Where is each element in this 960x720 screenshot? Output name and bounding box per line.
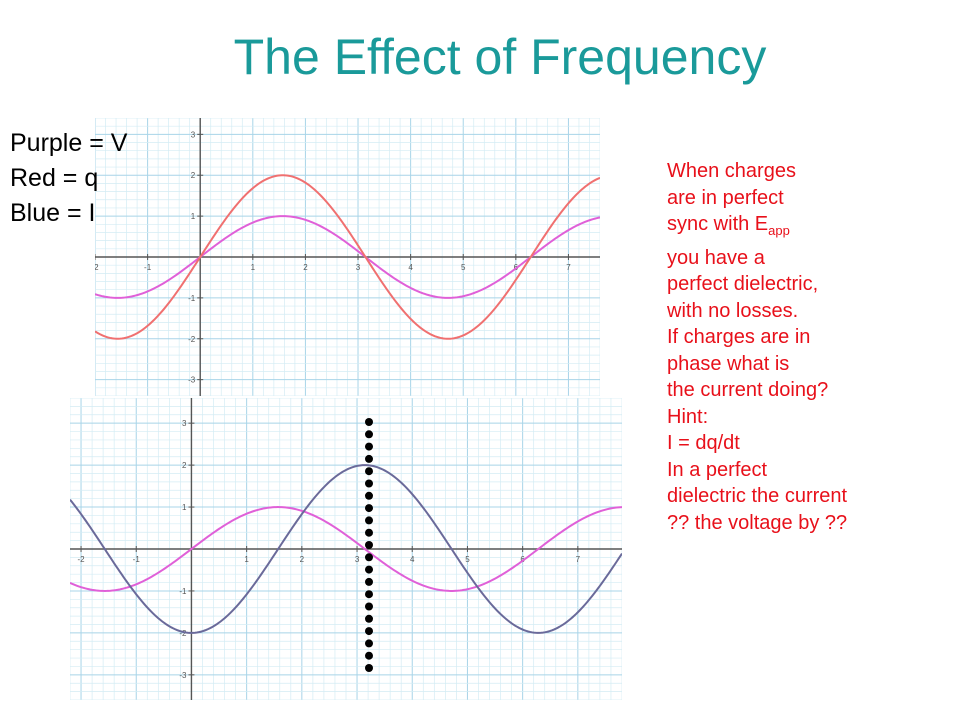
legend-charge: Red = q <box>10 164 99 192</box>
subscript-app: app <box>768 223 790 238</box>
x-tick-label: -2 <box>95 263 99 272</box>
marker-dot <box>365 491 373 500</box>
marker-dot <box>365 442 373 451</box>
explanation-line: phase what is <box>667 352 790 375</box>
marker-dot <box>365 614 373 623</box>
x-tick-label: -1 <box>144 263 152 272</box>
series-line-V <box>70 506 622 592</box>
marker-dot <box>365 627 373 636</box>
y-tick-label: 3 <box>182 419 187 428</box>
x-tick-label: 1 <box>251 263 256 272</box>
x-tick-label: 4 <box>410 555 415 564</box>
y-tick-label: -2 <box>188 335 196 344</box>
x-tick-label: 2 <box>303 263 308 272</box>
y-tick-label: -3 <box>188 376 196 385</box>
marker-dot <box>365 454 373 463</box>
explanation-line: with no losses. <box>667 299 799 322</box>
series-line-I <box>70 464 622 634</box>
y-tick-label: -1 <box>188 294 196 303</box>
marker-dot <box>365 553 373 562</box>
marker-dot <box>365 504 373 513</box>
explanation-line: I = dq/dt <box>667 432 740 454</box>
y-tick-label: 3 <box>191 130 196 139</box>
legend-voltage: Purple = V <box>10 129 128 157</box>
marker-dot <box>365 479 373 488</box>
y-tick-label: 1 <box>191 212 196 221</box>
x-tick-label: 5 <box>465 555 470 564</box>
series-line-q <box>95 174 600 340</box>
explanation-line: the current doing? <box>667 379 829 401</box>
x-tick-label: 7 <box>566 263 571 272</box>
marker-dot <box>365 651 373 660</box>
marker-dot <box>365 602 373 611</box>
x-tick-label: 7 <box>576 555 581 564</box>
x-tick-label: 4 <box>408 263 413 272</box>
explanation-line: When charges <box>667 160 796 182</box>
marker-dot <box>365 541 373 549</box>
marker-dot <box>365 590 373 599</box>
explanation-line: ?? the voltage by ?? <box>667 511 848 534</box>
y-tick-label: 1 <box>182 503 187 512</box>
y-tick-label: -1 <box>179 587 187 596</box>
x-tick-label: 3 <box>356 263 361 272</box>
y-tick-label: 2 <box>182 461 187 470</box>
marker-dot <box>365 664 373 672</box>
marker-dot <box>365 516 373 525</box>
x-tick-label: 3 <box>355 555 360 564</box>
explanation-line: perfect dielectric, <box>667 273 819 295</box>
y-tick-label: -3 <box>179 671 187 680</box>
y-tick-label: -2 <box>179 629 187 638</box>
marker-dot <box>365 418 373 426</box>
series-line-V <box>95 215 600 299</box>
slide-title: The Effect of Frequency <box>233 29 767 85</box>
explanation-line: sync with Eapp <box>667 211 952 245</box>
marker-dot <box>365 467 373 476</box>
marker-dot <box>365 528 373 537</box>
marker-dot <box>365 430 373 439</box>
marker-dot <box>365 565 373 574</box>
explanation-line: In a perfect <box>667 458 768 481</box>
explanation-line: If charges are in <box>667 326 811 348</box>
explanation-text: When charges are in perfect sync with Ea… <box>667 158 952 536</box>
legend: Purple = V Red = q Blue = I <box>10 126 127 231</box>
explanation-line: you have a <box>667 246 765 269</box>
explanation-line: dielectric the current <box>667 485 848 507</box>
marker-dot <box>365 639 373 648</box>
explanation-line-main: sync with E <box>667 213 769 235</box>
x-tick-label: -1 <box>133 555 141 564</box>
explanation-line: Hint: <box>667 405 709 428</box>
x-tick-label: -2 <box>77 555 85 564</box>
explanation-line: are in perfect <box>667 186 784 209</box>
x-tick-label: 2 <box>300 555 305 564</box>
x-tick-label: 1 <box>244 555 249 564</box>
marker-dot <box>365 577 373 586</box>
legend-current: Blue = I <box>10 199 96 227</box>
y-tick-label: 2 <box>191 171 196 180</box>
marker-dot-line <box>365 418 373 672</box>
x-tick-label: 5 <box>461 263 466 272</box>
